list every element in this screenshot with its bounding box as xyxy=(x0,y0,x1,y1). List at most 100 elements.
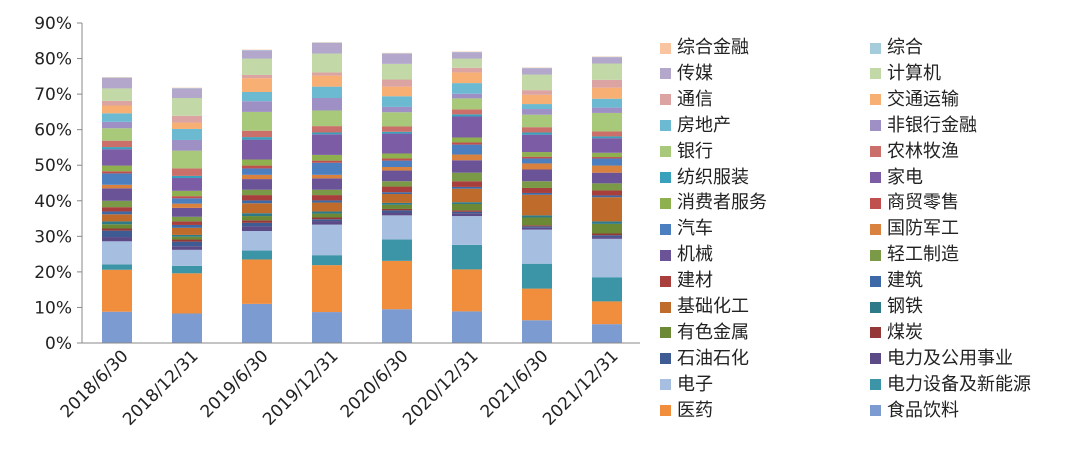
bar-segment xyxy=(312,72,342,76)
bar-segment xyxy=(312,195,342,201)
bar-segment xyxy=(452,213,482,217)
bar-segment xyxy=(312,200,342,203)
bar-segment xyxy=(452,210,482,212)
bar-segment xyxy=(102,221,132,225)
bar-segment xyxy=(102,211,132,215)
bar-segment xyxy=(102,230,132,238)
bar-segment xyxy=(242,179,272,190)
bar-segment xyxy=(172,128,202,140)
legend-swatch xyxy=(870,275,881,287)
bar-stack xyxy=(242,49,272,343)
bar-segment xyxy=(592,183,622,191)
bar-segment xyxy=(102,165,132,172)
legend-swatch xyxy=(660,120,671,132)
x-tick-label: 2021/12/31 xyxy=(539,346,622,429)
bar-segment xyxy=(102,241,132,265)
legend: 综合金融 综合 传媒 计算机 通信 交通运输 房地产 非银行金融 银行 农林牧渔 纺织服装 家电 消费者… xyxy=(660,36,1075,426)
bar-segment xyxy=(172,246,202,250)
bar-segment xyxy=(242,216,272,221)
legend-label: 通信 xyxy=(677,88,713,110)
bar-stack xyxy=(382,52,412,343)
legend-swatch xyxy=(870,120,881,132)
bar-segment xyxy=(312,202,342,212)
bar-segment xyxy=(242,189,272,196)
bar-segment xyxy=(522,163,552,170)
bar-segment xyxy=(382,167,412,171)
legend-swatch xyxy=(870,197,881,209)
bar-segment xyxy=(242,203,272,214)
legend-label: 传媒 xyxy=(677,62,713,84)
bar-segment xyxy=(382,194,412,203)
legend-item: 机械 xyxy=(660,243,713,267)
bar-segment xyxy=(242,222,272,227)
bar-segment xyxy=(172,178,202,191)
y-tick-label: 70% xyxy=(34,85,72,105)
bar-segment xyxy=(172,265,202,274)
bar-segment xyxy=(312,98,342,111)
bar-segment xyxy=(522,215,552,218)
legend-item: 钢铁 xyxy=(870,295,923,319)
bar-segment xyxy=(452,269,482,312)
legend-label: 食品饮料 xyxy=(887,399,959,421)
bar-segment xyxy=(382,158,412,161)
x-tick-label: 2019/6/30 xyxy=(197,346,273,422)
bar-segment xyxy=(452,116,482,138)
bar-segment xyxy=(382,153,412,159)
legend-item: 石油石化 xyxy=(660,347,749,371)
bar-segment xyxy=(592,190,622,196)
legend-item: 非银行金融 xyxy=(870,114,977,138)
bar-segment xyxy=(102,171,132,174)
legend-label: 家电 xyxy=(887,166,923,188)
bar-segment xyxy=(102,149,132,166)
legend-item: 计算机 xyxy=(870,62,941,86)
x-tick-label: 2018/12/31 xyxy=(119,346,202,429)
bar-segment xyxy=(522,74,552,91)
bar-segment xyxy=(382,170,412,182)
bar-segment xyxy=(102,173,132,185)
bar-segment xyxy=(312,255,342,266)
legend-swatch xyxy=(660,249,671,261)
x-tick-label: 2018/6/30 xyxy=(57,346,133,422)
bar-segment xyxy=(382,126,412,132)
bar-segment xyxy=(382,96,412,107)
stacked-bar-chart: 0%10%20%30%40%50%60%70%80%90% 2018/6/302… xyxy=(34,14,640,430)
bar-segment xyxy=(452,160,482,173)
bar-segment xyxy=(242,111,272,131)
bar-segment xyxy=(312,174,342,179)
legend-item: 电子 xyxy=(660,373,713,397)
bar-segment xyxy=(102,121,132,129)
bar-segment xyxy=(382,106,412,113)
bar-segment xyxy=(102,311,132,343)
bar-segment xyxy=(102,77,132,89)
bar-segment xyxy=(522,158,552,164)
legend-item: 综合 xyxy=(870,36,923,60)
bar-segment xyxy=(172,98,202,116)
legend-item: 交通运输 xyxy=(870,88,959,112)
bar-segment xyxy=(592,235,622,238)
bar-segment xyxy=(592,324,622,343)
legend-item: 房地产 xyxy=(660,114,731,138)
legend-swatch xyxy=(870,94,881,106)
bar-segment xyxy=(452,154,482,161)
bar-segment xyxy=(522,320,552,343)
bar-segment xyxy=(312,211,342,214)
bar-segment xyxy=(312,126,342,133)
bar-segment xyxy=(242,130,272,138)
legend-swatch xyxy=(660,405,671,417)
bar-segment xyxy=(382,239,412,261)
bar-segment xyxy=(452,203,482,211)
legend-swatch xyxy=(660,42,671,54)
bar-segment xyxy=(382,133,412,154)
legend-label: 纺织服装 xyxy=(677,166,749,188)
bar-segment xyxy=(592,221,622,224)
bar-segment xyxy=(242,250,272,260)
bar-segment xyxy=(522,109,552,115)
bar-segment xyxy=(592,237,622,239)
bar-segment xyxy=(452,202,482,204)
bar-segment xyxy=(592,112,622,132)
legend-swatch xyxy=(660,94,671,106)
bar-segment xyxy=(592,277,622,302)
bar-segment xyxy=(452,137,482,143)
legend-label: 商贸零售 xyxy=(887,192,959,214)
bar-stack xyxy=(522,67,552,343)
